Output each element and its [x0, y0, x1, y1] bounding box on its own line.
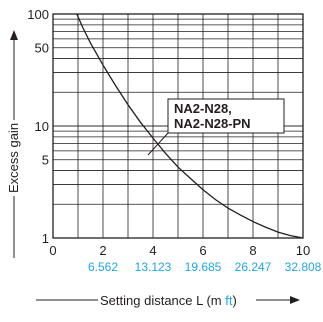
- y-axis-arrow-head: [10, 30, 18, 40]
- x-tick-label: 4: [149, 243, 156, 258]
- series-layer: [76, 13, 304, 239]
- series-callout: NA2-N28, NA2-N28-PN: [147, 98, 285, 156]
- x-tick-label: 8: [249, 243, 256, 258]
- x-axis-title-ft: ft: [225, 293, 233, 308]
- y-tick-label: 1: [42, 231, 49, 246]
- x-axis-title-close: ): [232, 293, 236, 308]
- callout-line-1: NA2-N28,: [174, 101, 232, 116]
- x-axis-title: Setting distance L (m ft): [100, 293, 237, 308]
- x-tick-label-ft: 32.808: [285, 260, 322, 274]
- x-tick-label-ft: 6.562: [88, 260, 118, 274]
- y-tick-label: 10: [35, 119, 49, 134]
- y-tick-label: 5: [42, 153, 49, 168]
- x-tick-labels: 0 2 4 6 8 10: [49, 243, 310, 258]
- callout-leader: [147, 132, 169, 156]
- x-axis-arrow-head: [290, 296, 300, 304]
- x-axis-title-group: Setting distance L (m ft): [36, 293, 300, 308]
- x-tick-labels-ft: 6.562 13.123 19.685 26.247 32.808: [88, 260, 322, 274]
- x-tick-label: 10: [296, 243, 310, 258]
- y-axis-title: Excess gain: [6, 123, 21, 193]
- y-tick-label: 50: [35, 41, 49, 56]
- callout-line-2: NA2-N28-PN: [174, 116, 251, 131]
- y-tick-labels: 1 5 10 50 100: [27, 7, 49, 246]
- x-tick-label-ft: 26.247: [235, 260, 272, 274]
- callout-box: [167, 98, 285, 134]
- plot-frame: [52, 13, 304, 239]
- y-axis-title-group: Excess gain: [6, 30, 21, 258]
- y-tick-label: 100: [27, 7, 49, 22]
- x-tick-label-ft: 19.685: [185, 260, 222, 274]
- x-tick-label: 0: [49, 243, 56, 258]
- x-axis-title-main: Setting distance L (m: [100, 293, 225, 308]
- x-tick-label-ft: 13.123: [135, 260, 172, 274]
- x-tick-label: 6: [199, 243, 206, 258]
- x-tick-label: 2: [99, 243, 106, 258]
- series-line: [76, 13, 304, 239]
